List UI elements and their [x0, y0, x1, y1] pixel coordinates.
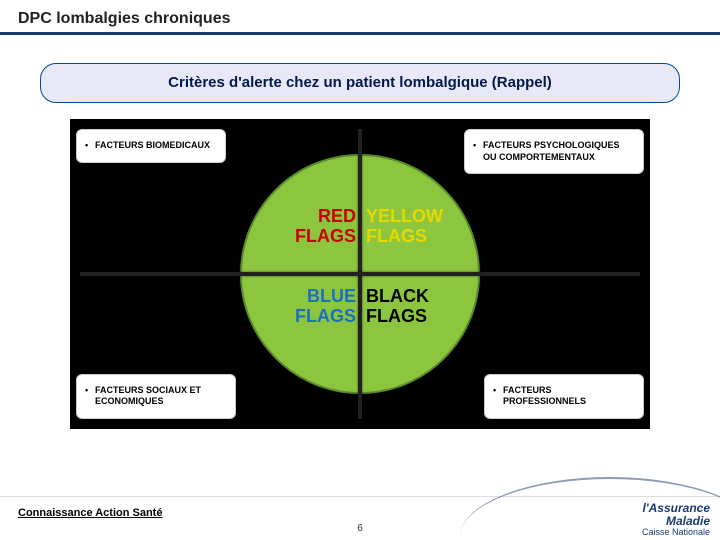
factor-text: FACTEURS PROFESSIONNELS: [503, 385, 586, 407]
diagram-divider-horizontal: [80, 272, 640, 276]
slide-title: DPC lombalgies chroniques: [18, 10, 720, 28]
factor-text: FACTEURS BIOMEDICAUX: [95, 140, 210, 150]
bullet-icon: •: [493, 385, 496, 397]
slide-header: DPC lombalgies chroniques: [0, 0, 720, 35]
subtitle-bar: Critères d'alerte chez un patient lombal…: [40, 63, 680, 103]
label-red-flags: RED FLAGS: [246, 207, 356, 247]
factor-box-social: • FACTEURS SOCIAUX ET ECONOMIQUES: [76, 374, 236, 419]
footer-logo: l'Assurance Maladie Caisse Nationale: [642, 502, 710, 538]
bullet-icon: •: [85, 140, 88, 152]
factor-box-biomedical: • FACTEURS BIOMEDICAUX: [76, 129, 226, 163]
factor-text: FACTEURS SOCIAUX ET ECONOMIQUES: [95, 385, 201, 407]
subtitle-text: Critères d'alerte chez un patient lombal…: [168, 74, 552, 91]
bullet-icon: •: [85, 385, 88, 397]
factor-box-professional: • FACTEURS PROFESSIONNELS: [484, 374, 644, 419]
footer-left-text: Connaissance Action Santé: [18, 507, 162, 519]
label-black-flags: BLACK FLAGS: [366, 287, 476, 327]
slide-footer: Connaissance Action Santé 6 l'Assurance …: [0, 496, 720, 540]
factor-box-psychological: • FACTEURS PSYCHOLOGIQUES OU COMPORTEMEN…: [464, 129, 644, 174]
label-blue-flags: BLUE FLAGS: [246, 287, 356, 327]
flags-diagram: RED FLAGS YELLOW FLAGS BLUE FLAGS BLACK …: [70, 119, 650, 429]
factor-text: FACTEURS PSYCHOLOGIQUES OU COMPORTEMENTA…: [483, 140, 620, 162]
bullet-icon: •: [473, 140, 476, 152]
label-yellow-flags: YELLOW FLAGS: [366, 207, 476, 247]
